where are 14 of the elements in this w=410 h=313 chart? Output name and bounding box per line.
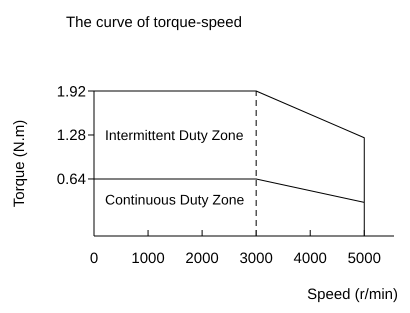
y-axis-title: Torque (N.m) [11, 120, 28, 208]
annotation: Intermittent Duty Zone [105, 126, 244, 143]
y-tick-label: 0.64 [56, 171, 86, 188]
x-tick-label: 0 [90, 250, 98, 267]
x-tick-label: 2000 [185, 250, 219, 267]
annotation: Continuous Duty Zone [105, 191, 245, 208]
y-tick-label: 1.92 [56, 83, 86, 100]
x-tick-label: 3000 [239, 250, 273, 267]
chart-title: The curve of torque-speed [66, 14, 242, 31]
y-tick-label: 1.28 [56, 127, 86, 144]
x-tick-label: 1000 [131, 250, 165, 267]
x-axis-title: Speed (r/min) [307, 286, 398, 303]
x-tick-label: 4000 [294, 250, 327, 267]
x-tick-label: 5000 [348, 250, 381, 267]
